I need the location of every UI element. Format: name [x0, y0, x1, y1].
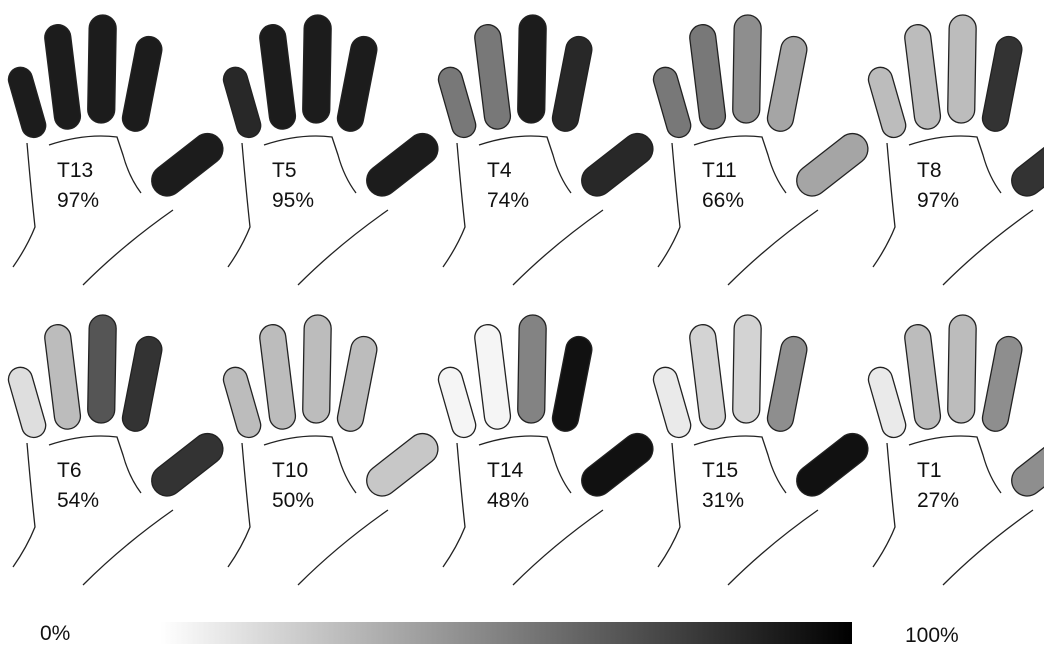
- finger: [437, 66, 477, 139]
- hand-value: 54%: [57, 489, 99, 512]
- finger: [87, 314, 117, 424]
- finger: [689, 24, 727, 130]
- finger: [366, 432, 439, 497]
- finger: [867, 66, 907, 139]
- scale-min: 0%: [40, 622, 70, 645]
- hand-value: 31%: [702, 489, 744, 512]
- hand-label: T13: [57, 159, 93, 182]
- hand-value: 27%: [917, 489, 959, 512]
- finger: [437, 366, 477, 439]
- finger: [517, 314, 547, 424]
- hand-value: 50%: [272, 489, 314, 512]
- finger: [336, 335, 378, 432]
- hand-label: T6: [57, 459, 82, 482]
- finger: [581, 432, 654, 497]
- palm-outline: [442, 435, 604, 586]
- finger: [121, 35, 163, 132]
- palm-outline: [872, 135, 1034, 286]
- palm-outline: [657, 135, 819, 286]
- finger: [44, 324, 82, 430]
- finger: [766, 35, 808, 132]
- finger: [581, 132, 654, 197]
- finger: [1011, 132, 1044, 197]
- finger: [1011, 432, 1044, 497]
- finger: [7, 66, 47, 139]
- finger: [259, 324, 297, 430]
- palm-outline: [12, 135, 174, 286]
- finger: [87, 14, 117, 124]
- hand-label: T4: [487, 159, 512, 182]
- finger: [947, 314, 977, 424]
- hand-label: T1: [917, 459, 942, 482]
- finger: [336, 35, 378, 132]
- finger: [474, 324, 512, 430]
- finger: [904, 324, 942, 430]
- finger: [7, 366, 47, 439]
- finger: [981, 35, 1023, 132]
- finger: [732, 314, 762, 424]
- finger: [732, 14, 762, 124]
- finger: [689, 324, 727, 430]
- hand-value: 97%: [57, 189, 99, 212]
- finger: [151, 432, 224, 497]
- hand-value: 66%: [702, 189, 744, 212]
- scale-max: 100%: [905, 624, 959, 645]
- finger: [366, 132, 439, 197]
- hand-value: 74%: [487, 189, 529, 212]
- palm-outline: [227, 435, 389, 586]
- finger: [551, 35, 593, 132]
- finger: [981, 335, 1023, 432]
- finger: [796, 132, 869, 197]
- hand-value: 48%: [487, 489, 529, 512]
- finger: [222, 366, 262, 439]
- finger: [44, 24, 82, 130]
- palm-outline: [657, 435, 819, 586]
- hand-label: T8: [917, 159, 942, 182]
- palm-outline: [442, 135, 604, 286]
- finger: [474, 24, 512, 130]
- finger: [259, 24, 297, 130]
- finger: [121, 335, 163, 432]
- finger: [867, 366, 907, 439]
- finger: [302, 314, 332, 424]
- finger: [904, 24, 942, 130]
- finger: [652, 66, 692, 139]
- hand-label: T10: [272, 459, 308, 482]
- finger: [151, 132, 224, 197]
- palm-outline: [227, 135, 389, 286]
- hand-value: 95%: [272, 189, 314, 212]
- finger: [302, 14, 332, 124]
- finger: [766, 335, 808, 432]
- finger: [796, 432, 869, 497]
- hand-label: T11: [702, 159, 737, 182]
- scale-bar: [160, 622, 852, 644]
- hand-label: T15: [702, 459, 738, 482]
- hand-label: T14: [487, 459, 524, 482]
- palm-outline: [12, 435, 174, 586]
- finger: [551, 335, 593, 432]
- finger: [222, 66, 262, 139]
- finger: [517, 14, 547, 124]
- palm-outline: [872, 435, 1034, 586]
- hand-label: T5: [272, 159, 297, 182]
- hand-value: 97%: [917, 189, 959, 212]
- finger: [947, 14, 977, 124]
- finger: [652, 366, 692, 439]
